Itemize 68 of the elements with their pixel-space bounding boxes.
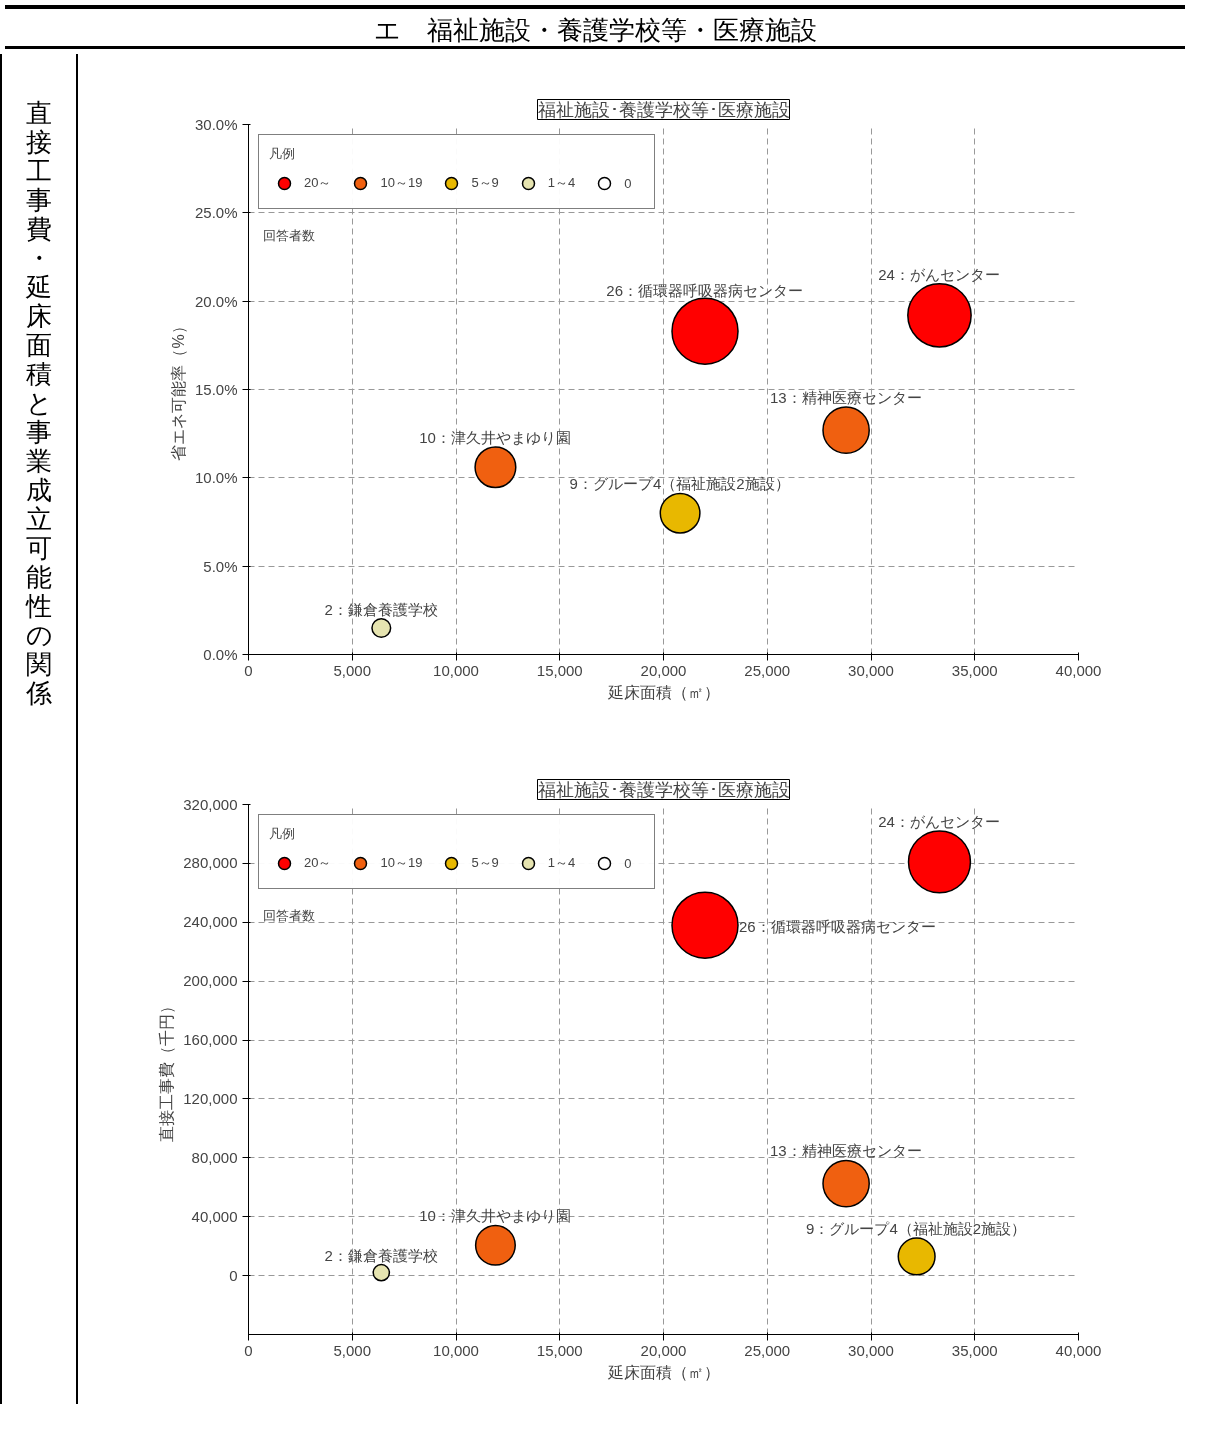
annotation: 13：精神医療センター	[769, 389, 922, 407]
x-axis-title: 延床面積（㎡）	[606, 683, 720, 701]
legend-label: 1～4	[547, 854, 576, 872]
legend-label: 10～19	[380, 854, 423, 872]
x-tick-label: 10,000	[433, 1341, 479, 1359]
legend-title: 凡例	[269, 825, 296, 843]
legend-label: 10～19	[380, 174, 423, 192]
y-tick-label: 15.0%	[194, 381, 238, 398]
x-tick-label: 25,000	[744, 1341, 791, 1359]
annotation: 9：グループ4（福祉施設2施設）	[806, 1220, 1027, 1238]
y-tick-label: 30.0%	[194, 116, 238, 133]
legend-label: 0	[624, 855, 633, 871]
x-tick-label: 5,000	[333, 661, 372, 679]
y-tick-label: 10.0%	[194, 469, 238, 487]
annotation: 回答者数	[262, 907, 315, 923]
legend-label: 5～9	[471, 174, 499, 192]
y-tick-label: 25.0%	[194, 204, 238, 222]
x-tick-label: 15,000	[536, 1341, 583, 1359]
y-tick-label: 160,000	[183, 1031, 238, 1049]
y-tick-label: 200,000	[183, 972, 238, 990]
annotation: 回答者数	[262, 227, 315, 243]
legend-label: 1～4	[547, 174, 576, 192]
x-tick-label: 20,000	[640, 661, 687, 679]
x-tick-label: 30,000	[848, 661, 894, 679]
legend-label: 5～9	[471, 854, 499, 872]
y-tick-label: 280,000	[183, 854, 238, 872]
x-tick-label: 30,000	[848, 1341, 894, 1359]
annotation: 10：津久井やまゆり園	[419, 428, 571, 446]
x-tick-label: 35,000	[951, 661, 998, 679]
chart-title: 福祉施設･養護学校等･医療施設	[537, 779, 790, 800]
y-tick-label: 20.0%	[194, 292, 238, 310]
annotation: 10：津久井やまゆり園	[419, 1207, 571, 1225]
chart-title: 福祉施設･養護学校等･医療施設	[537, 99, 790, 120]
y-tick-label: 320,000	[183, 795, 238, 813]
y-tick-label: 240,000	[183, 913, 238, 931]
x-tick-label: 0	[244, 661, 253, 679]
annotation: 13：精神医療センター	[769, 1142, 922, 1160]
text: 直接工事費・延床面積と事業成立可能性の関係	[25, 98, 53, 708]
y-axis-title: 直接工事費（千円）	[158, 997, 176, 1142]
x-tick-label: 0	[244, 1341, 253, 1359]
x-tick-label: 5,000	[333, 1341, 372, 1359]
y-tick-label: 120,000	[183, 1089, 238, 1107]
y-tick-label: 0	[229, 1266, 238, 1284]
legend-label: 20～	[304, 854, 332, 872]
x-tick-label: 40,000	[1055, 1341, 1102, 1359]
x-tick-label: 20,000	[640, 1341, 687, 1359]
annotation: 2：鎌倉養護学校	[324, 600, 438, 618]
y-tick-label: 5.0%	[203, 557, 238, 575]
x-axis-title: 延床面積（㎡）	[606, 1363, 720, 1381]
x-tick-label: 25,000	[744, 661, 791, 679]
y-tick-label: 80,000	[191, 1148, 238, 1166]
annotation: 9：グループ4（福祉施設2施設）	[569, 475, 790, 493]
text: エ 福祉施設・養護学校等・医療施設	[373, 14, 817, 47]
y-axis-title: 省エネ可能率（%）	[169, 318, 187, 461]
x-tick-label: 35,000	[951, 1341, 998, 1359]
x-tick-label: 15,000	[536, 661, 583, 679]
legend-title: 凡例	[269, 145, 296, 163]
annotation: 2：鎌倉養護学校	[324, 1246, 438, 1264]
y-tick-label: 0.0%	[203, 646, 238, 663]
annotation: 26：循環器呼吸器病センター	[606, 282, 803, 300]
annotation: 24：がんセンター	[878, 812, 1000, 830]
x-tick-label: 10,000	[433, 661, 479, 679]
annotation: 26：循環器呼吸器病センター	[739, 917, 936, 935]
legend-label: 0	[624, 175, 633, 191]
annotation: 24：がんセンター	[878, 266, 1000, 284]
legend-label: 20～	[304, 174, 332, 192]
y-tick-label: 40,000	[191, 1207, 238, 1225]
x-tick-label: 40,000	[1055, 661, 1102, 679]
